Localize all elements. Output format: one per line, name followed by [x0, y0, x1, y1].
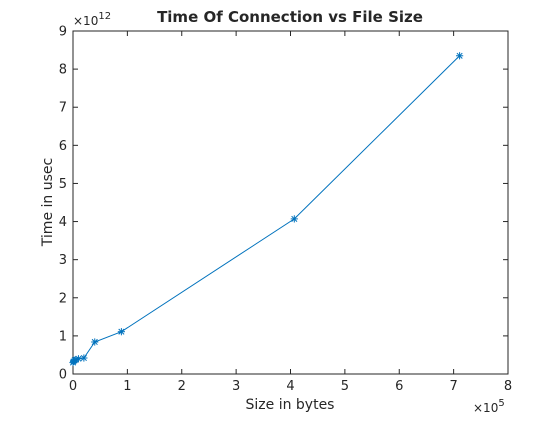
data-point-marker: [290, 215, 298, 223]
y-tick-label: 4: [59, 215, 67, 230]
data-point-marker: [74, 355, 83, 363]
y-exponent-base: ×10: [73, 14, 98, 28]
data-point-marker: [91, 338, 99, 346]
x-tick-label: 4: [286, 379, 294, 394]
y-tick-label: 6: [59, 139, 67, 154]
y-axis-label: Time in usec: [40, 158, 56, 247]
y-tick-label: 0: [59, 368, 67, 383]
svg-text:×1012: ×1012: [73, 11, 111, 28]
x-tick-label: 5: [341, 379, 349, 394]
data-point-marker: [80, 354, 88, 362]
chart-title: Time Of Connection vs File Size: [157, 8, 423, 26]
series: [69, 52, 464, 367]
x-tick-label: 2: [178, 379, 186, 394]
x-axis-label: Size in bytes: [246, 397, 335, 413]
x-exponent-base: ×10: [473, 401, 498, 415]
y-tick-label: 2: [59, 291, 67, 306]
x-tick-label: 8: [504, 379, 512, 394]
x-tick-label: 3: [232, 379, 240, 394]
y-tick-label: 1: [59, 329, 67, 344]
y-tick-label: 5: [59, 177, 67, 192]
x-tick-label: 7: [449, 379, 457, 394]
data-point-marker: [456, 52, 464, 60]
y-tick-label: 3: [59, 253, 67, 268]
ticks: 0 1 2 3 4 5 6 7 8 0 1 2 3 4 5 6 7 8 9: [59, 25, 512, 395]
y-exponent-label: ×1012: [73, 11, 111, 28]
y-tick-label: 9: [59, 25, 67, 40]
data-point-marker: [117, 328, 125, 336]
y-tick-label: 8: [59, 63, 67, 78]
x-exponent-power: 5: [498, 398, 504, 409]
x-tick-label: 6: [395, 379, 403, 394]
x-tick-label: 0: [69, 379, 77, 394]
y-exponent-power: 12: [98, 11, 111, 22]
plot-area: [73, 31, 508, 374]
svg-text:×105: ×105: [473, 398, 505, 415]
x-exponent-label: ×105: [473, 398, 505, 415]
x-tick-label: 1: [123, 379, 131, 394]
y-tick-label: 7: [59, 101, 67, 116]
